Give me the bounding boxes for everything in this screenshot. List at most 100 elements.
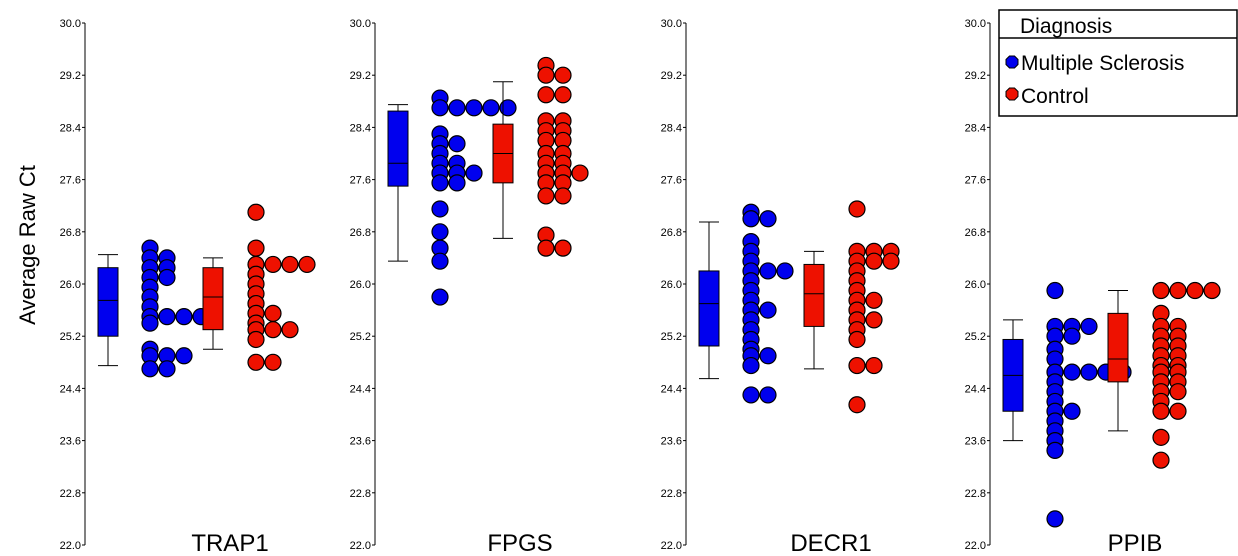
y-tick-label: 27.6 [661,175,682,187]
y-tick-label: 30.0 [60,18,81,30]
data-point [1046,510,1064,528]
y-tick-label: 25.2 [965,331,986,343]
y-tick-label: 23.6 [350,436,371,448]
data-point [448,99,466,117]
y-tick-label: 22.8 [60,488,81,500]
y-tick-label: 26.8 [965,227,986,239]
y-tick-label: 25.2 [60,331,81,343]
y-tick-label: 24.4 [350,383,371,395]
data-point [537,86,555,104]
y-tick-label: 22.8 [661,488,682,500]
y-tick-label: 26.8 [60,227,81,239]
y-axis-label: Average Raw Ct [15,165,40,325]
data-point [1152,402,1170,420]
data-point [448,174,466,192]
data-point [759,301,777,319]
group-control [202,203,316,371]
data-point [537,187,555,205]
box [387,110,409,187]
legend: Diagnosis Multiple Sclerosis Control [998,9,1238,117]
y-tick-label: 25.2 [350,331,371,343]
y-tick-label: 25.2 [661,331,682,343]
legend-entry-ms: Multiple Sclerosis [1005,52,1184,75]
data-point [281,255,299,274]
data-point [848,356,866,375]
box [1107,312,1129,383]
group-ms [1002,281,1132,528]
data-point [759,210,777,228]
data-point [1152,428,1170,446]
y-tick-label: 26.0 [965,279,986,291]
box [97,267,119,337]
group-ms [698,203,794,404]
y-tick-label: 22.8 [965,488,986,500]
data-point [537,66,555,84]
box [803,263,825,327]
y-tick-label: 23.6 [965,436,986,448]
data-point [1152,451,1170,469]
y-tick-label: 27.6 [60,175,81,187]
data-point [537,239,555,257]
data-point [431,288,449,306]
data-point [554,239,572,257]
data-point [882,252,900,270]
data-point [141,314,159,332]
box [698,270,720,347]
data-point [865,311,883,329]
legend-swatch-control [1005,87,1019,101]
y-tick-label: 26.0 [661,279,682,291]
data-point [1186,281,1204,300]
y-tick-label: 26.0 [350,279,371,291]
data-point [571,164,589,182]
y-tick-label: 26.8 [661,227,682,239]
box [202,267,224,331]
y-tick-label: 28.4 [661,122,682,134]
data-point [175,347,193,365]
y-tick-label: 29.2 [965,70,986,82]
data-point [865,356,883,375]
y-tick-label: 23.6 [661,436,682,448]
data-point [431,200,449,218]
y-tick-label: 23.6 [60,436,81,448]
data-point [298,255,316,274]
data-point [759,347,777,365]
group-control [1107,281,1221,469]
y-tick-label: 24.4 [965,383,986,395]
y-tick-label: 27.6 [350,175,371,187]
data-point [848,396,866,414]
data-point [554,187,572,205]
data-point [158,268,176,287]
y-tick-label: 22.0 [965,540,986,552]
panel-title: TRAP1 [191,530,268,556]
data-point [1169,402,1187,420]
data-point [264,353,282,371]
y-tick-label: 26.0 [60,279,81,291]
data-point [431,252,449,270]
y-tick-label: 27.6 [965,175,986,187]
group-control [492,56,589,257]
data-point [158,360,176,378]
group-control [803,200,900,414]
data-point [482,99,500,117]
group-ms [387,89,517,306]
y-tick-label: 24.4 [60,383,81,395]
data-point [1080,363,1098,381]
data-point [247,239,265,257]
y-tick-label: 30.0 [661,18,682,30]
data-point [281,321,299,339]
y-tick-label: 30.0 [965,18,986,30]
y-tick-label: 26.8 [350,227,371,239]
data-point [499,99,517,117]
data-point [1080,317,1098,336]
panel-trap1: 22.0 22.8 23.6 24.4 25.2 26.0 26.8 27.6 28.4 29.2… [60,18,316,556]
data-point [865,252,883,270]
y-tick-label: 30.0 [350,18,371,30]
data-point [247,203,265,221]
data-point [141,360,159,378]
data-point [1063,363,1081,381]
y-tick-label: 28.4 [350,122,371,134]
panel-title: PPIB [1108,530,1163,556]
panels: 22.0 22.8 23.6 24.4 25.2 26.0 26.8 27.6 28.4 29.2… [60,18,1221,556]
data-point [264,304,282,322]
